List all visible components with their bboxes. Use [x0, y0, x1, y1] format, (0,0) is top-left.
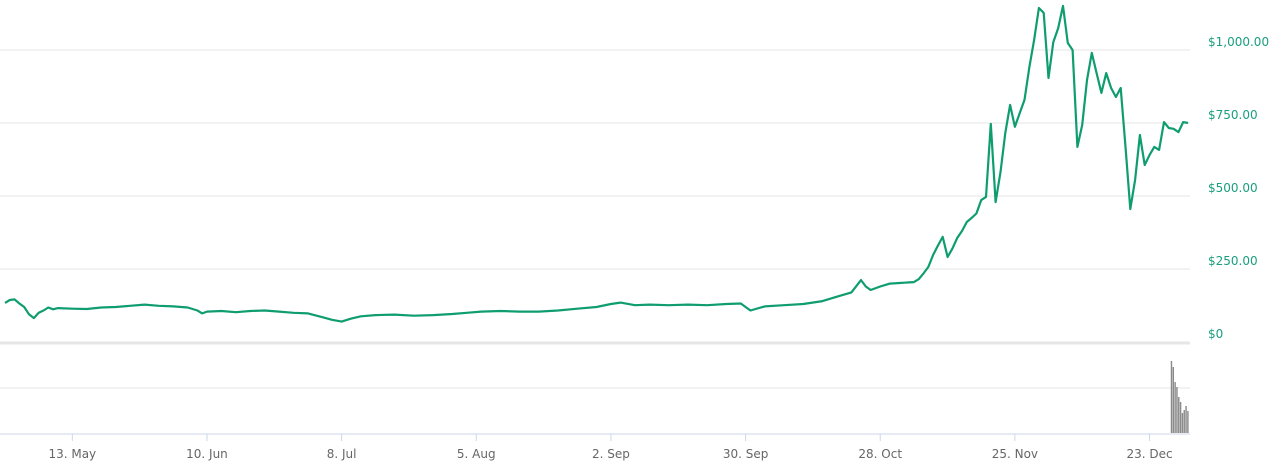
volume-bar [1174, 382, 1176, 433]
x-tick-label: 5. Aug [457, 447, 496, 461]
price-series-line [4, 4, 1189, 323]
y-tick-label: $750.00 [1208, 108, 1258, 122]
y-tick-label: $0 [1208, 327, 1223, 341]
volume-bars [1170, 361, 1189, 433]
volume-bar [1176, 387, 1178, 433]
x-tick-label: 2. Sep [592, 447, 630, 461]
y-tick-label: $1,000.00 [1208, 35, 1269, 49]
x-axis: 13. May 10. Jun 8. Jul 5. Aug 2. Sep 30. Sep 2… [0, 433, 1190, 461]
x-tick-label: 13. May [48, 447, 96, 461]
volume-bar [1187, 411, 1189, 433]
volume-bar [1181, 413, 1184, 433]
x-tick-label: 28. Oct [858, 447, 902, 461]
x-tick-label: 30. Sep [723, 447, 769, 461]
volume-bar [1178, 397, 1180, 433]
volume-bar [1185, 406, 1187, 433]
x-tick-label: 8. Jul [327, 447, 357, 461]
grid-lines [0, 49, 1190, 389]
volume-bar [1172, 367, 1175, 433]
volume-bar [1183, 410, 1185, 433]
x-tick-label: 25. Nov [992, 447, 1038, 461]
y-axis-labels: $0 $250.00 $500.00 $750.00 $1,000.00 [1208, 35, 1269, 341]
volume-bar [1170, 361, 1173, 433]
x-tick-label: 10. Jun [186, 447, 228, 461]
volume-bar [1179, 402, 1182, 433]
x-tick-label: 23. Dec [1126, 447, 1172, 461]
y-tick-label: $500.00 [1208, 181, 1258, 195]
y-tick-label: $250.00 [1208, 254, 1258, 268]
